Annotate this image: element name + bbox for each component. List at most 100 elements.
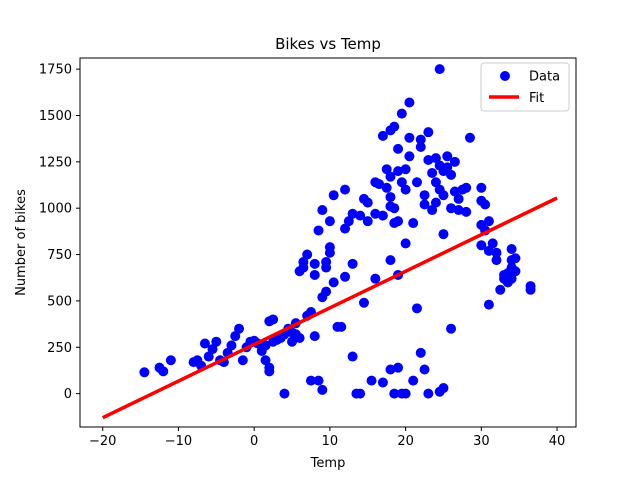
- data-point: [309, 331, 320, 342]
- data-point: [446, 203, 457, 214]
- data-point: [389, 388, 400, 399]
- data-point: [506, 273, 517, 284]
- data-point: [510, 266, 521, 277]
- data-point: [430, 177, 441, 188]
- data-point: [430, 197, 441, 208]
- data-point: [415, 142, 426, 153]
- data-point: [506, 243, 517, 254]
- data-point: [423, 127, 434, 138]
- y-tick-label: 1500: [39, 109, 72, 124]
- plot-area: [101, 64, 558, 420]
- data-point: [491, 247, 502, 258]
- legend-data-marker: [500, 71, 510, 81]
- data-point: [347, 351, 358, 362]
- data-point: [377, 130, 388, 141]
- x-tick-label: 0: [250, 434, 258, 449]
- y-tick-label: 1000: [39, 202, 72, 217]
- data-point: [461, 206, 472, 217]
- data-point: [309, 269, 320, 280]
- x-tick-label: 40: [549, 434, 566, 449]
- y-tick-label: 250: [47, 341, 72, 356]
- data-point: [385, 171, 396, 182]
- data-point: [525, 281, 536, 292]
- data-point: [427, 205, 438, 216]
- data-point: [400, 164, 411, 175]
- data-point: [317, 384, 328, 395]
- data-point: [453, 193, 464, 204]
- data-point: [165, 355, 176, 366]
- data-point: [294, 332, 305, 343]
- data-point: [199, 338, 210, 349]
- data-point: [446, 323, 457, 334]
- data-point: [340, 184, 351, 195]
- data-point: [419, 199, 430, 210]
- data-point: [287, 336, 298, 347]
- x-tick-label: 10: [322, 434, 339, 449]
- data-point: [340, 271, 351, 282]
- data-point: [309, 258, 320, 269]
- data-point: [419, 364, 430, 375]
- data-point: [377, 210, 388, 221]
- plot-frame: [79, 57, 577, 428]
- data-point: [336, 321, 347, 332]
- data-point: [453, 205, 464, 216]
- data-point: [328, 277, 339, 288]
- data-point: [393, 143, 404, 154]
- data-point: [430, 153, 441, 164]
- data-point: [476, 240, 487, 251]
- data-point: [358, 297, 369, 308]
- data-point: [446, 169, 457, 180]
- data-point: [343, 216, 354, 227]
- data-point: [408, 375, 419, 386]
- data-point: [230, 331, 241, 342]
- data-point: [385, 255, 396, 266]
- legend-data-label: Data: [529, 70, 560, 85]
- y-tick-label: 500: [47, 294, 72, 309]
- data-point: [393, 362, 404, 373]
- data-point: [476, 182, 487, 193]
- data-point: [370, 273, 381, 284]
- x-axis-label: Temp: [310, 456, 346, 471]
- data-point: [305, 375, 316, 386]
- data-point: [411, 177, 422, 188]
- x-tick-label: −10: [165, 434, 192, 449]
- data-point: [366, 375, 377, 386]
- data-point: [362, 216, 373, 227]
- data-point: [268, 314, 279, 325]
- data-point: [234, 323, 245, 334]
- data-point: [302, 249, 313, 260]
- fit-line: [101, 196, 558, 420]
- data-point: [415, 347, 426, 358]
- data-point: [491, 255, 502, 266]
- axes: −20 −10 0 10 20 30 40 0 250 500 750 1000 1250 1500 175…: [39, 63, 565, 449]
- data-point: [347, 258, 358, 269]
- data-point: [449, 156, 460, 167]
- data-point: [328, 190, 339, 201]
- data-point: [381, 182, 392, 193]
- data-point: [324, 216, 335, 227]
- data-point: [355, 210, 366, 221]
- data-point: [324, 242, 335, 253]
- y-tick-label: 1250: [39, 155, 72, 170]
- data-point: [385, 364, 396, 375]
- data-point: [400, 184, 411, 195]
- data-point: [385, 192, 396, 203]
- x-tick-label: 20: [397, 434, 414, 449]
- x-tick-label: −20: [89, 434, 116, 449]
- data-point: [381, 164, 392, 175]
- data-point: [211, 336, 222, 347]
- data-point: [321, 286, 332, 297]
- data-point: [362, 197, 373, 208]
- data-point: [483, 299, 494, 310]
- y-tick-label: 750: [47, 248, 72, 263]
- data-point: [400, 388, 411, 399]
- data-point: [389, 203, 400, 214]
- data-point: [139, 367, 150, 378]
- data-point: [203, 351, 214, 362]
- chart-title: Bikes vs Temp: [275, 35, 381, 53]
- data-point: [419, 190, 430, 201]
- data-point: [404, 132, 415, 143]
- data-point: [279, 388, 290, 399]
- data-point: [495, 284, 506, 295]
